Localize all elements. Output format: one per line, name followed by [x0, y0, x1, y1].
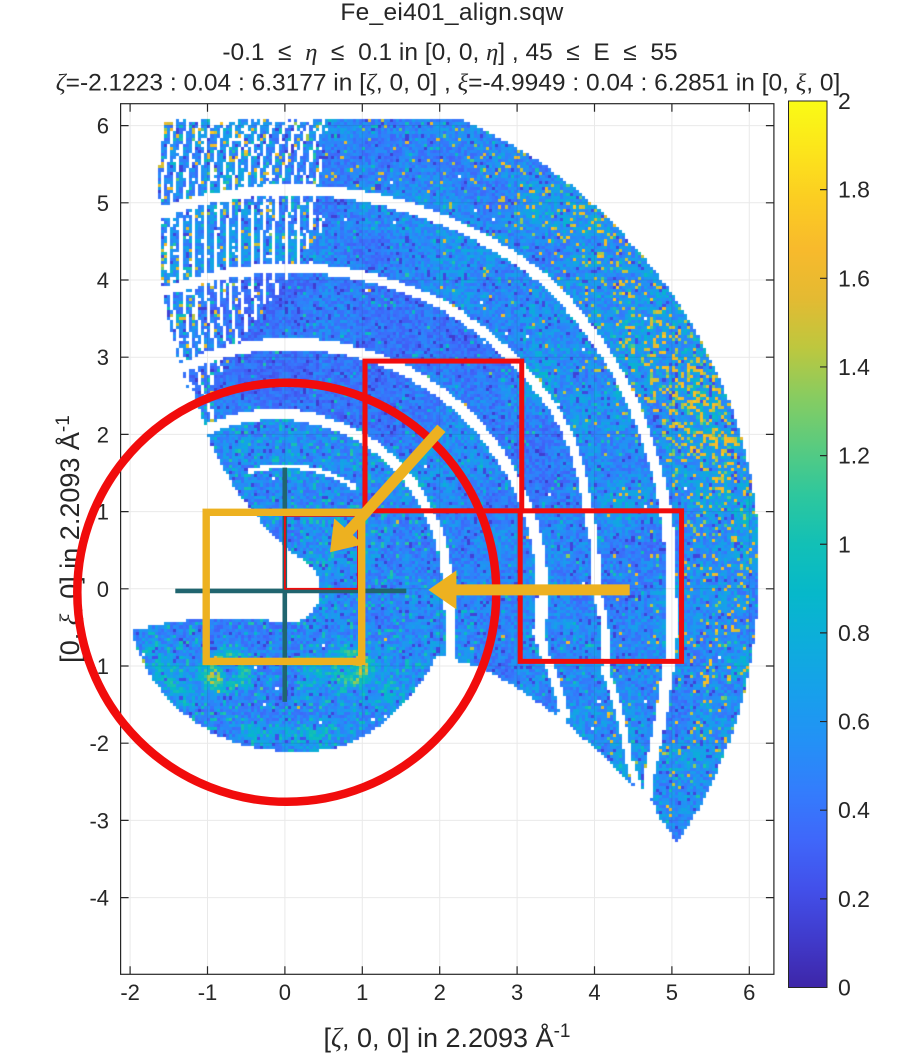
svg-text:0.2: 0.2	[838, 886, 870, 912]
svg-text:-3: -3	[89, 808, 109, 833]
svg-text:2: 2	[838, 88, 851, 114]
svg-text:4: 4	[588, 980, 600, 1005]
svg-text:0: 0	[838, 975, 851, 1001]
svg-text:0.4: 0.4	[838, 797, 870, 823]
svg-text:-0.1 ≤ η ≤ 0.1 in [0, 0, η: -0.1 ≤ η ≤ 0.1 in [0, 0, η] , 45 ≤ E ≤ 5…	[222, 39, 677, 66]
svg-text:1.2: 1.2	[838, 443, 870, 469]
svg-text:6: 6	[743, 980, 755, 1005]
svg-text:3: 3	[511, 980, 523, 1005]
svg-text:1: 1	[838, 531, 851, 557]
svg-text:-2: -2	[120, 980, 140, 1005]
svg-text:[ζ, 0, 0] in 2.2093 Å-1: [ζ, 0, 0] in 2.2093 Å-1	[323, 1021, 570, 1053]
svg-text:4: 4	[97, 268, 109, 293]
svg-text:1.8: 1.8	[838, 177, 870, 203]
svg-text:Fe_ei401_align.sqw: Fe_ei401_align.sqw	[340, 0, 563, 26]
svg-text:2: 2	[434, 980, 446, 1005]
svg-text:1.6: 1.6	[838, 265, 870, 291]
svg-text:5: 5	[97, 191, 109, 216]
svg-text:1: 1	[356, 980, 368, 1005]
svg-text:-4: -4	[89, 886, 109, 911]
svg-text:0.6: 0.6	[838, 709, 870, 735]
svg-text:-1: -1	[198, 980, 218, 1005]
svg-text:3: 3	[97, 345, 109, 370]
svg-text:5: 5	[666, 980, 678, 1005]
svg-text:0: 0	[279, 980, 291, 1005]
svg-text:6: 6	[97, 114, 109, 139]
svg-text:0: 0	[97, 577, 109, 602]
svg-text:1.4: 1.4	[838, 354, 870, 380]
svg-text:0.8: 0.8	[838, 620, 870, 646]
svg-text:-2: -2	[89, 731, 109, 756]
svg-text:2: 2	[97, 422, 109, 447]
svg-text:ζ=-2.1223 : 0.04 : 6.3177 in [: ζ=-2.1223 : 0.04 : 6.3177 in [ζ, 0, 0] ,…	[56, 70, 841, 97]
